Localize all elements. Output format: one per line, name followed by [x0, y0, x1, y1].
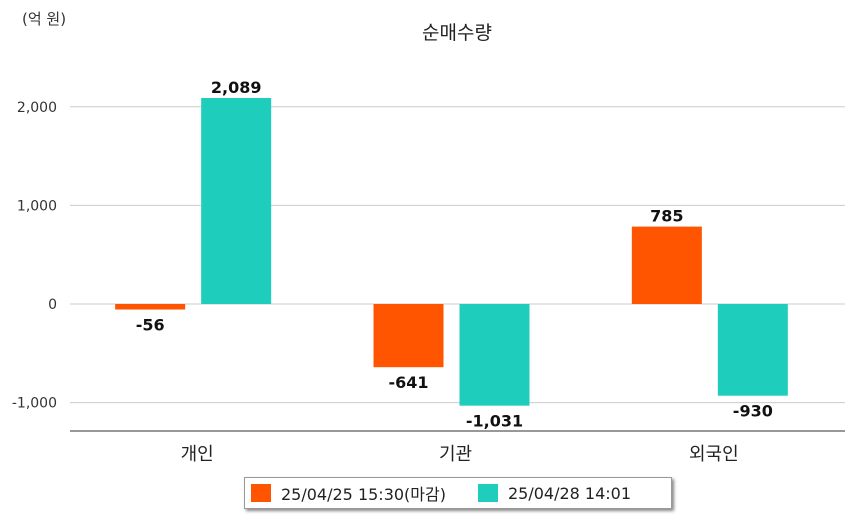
- legend-swatch-series-1: [251, 484, 271, 502]
- x-tick-label: 외국인: [689, 444, 739, 465]
- data-label: -930: [733, 402, 773, 421]
- bar: [373, 304, 444, 368]
- y-tick-label: 2,000: [17, 100, 57, 116]
- data-label: 785: [650, 207, 683, 226]
- legend-label-series-1: 25/04/25 15:30(마감): [281, 485, 446, 504]
- y-tick-label: 0: [48, 297, 57, 313]
- x-tick-label: 개인: [181, 444, 214, 465]
- legend-label-series-2: 25/04/28 14:01: [507, 483, 632, 503]
- legend-item-series-1[interactable]: 25/04/25 15:30(마감): [251, 481, 446, 505]
- bar: [631, 226, 702, 304]
- unit-label: (억 원): [22, 10, 67, 28]
- data-label: -1,031: [466, 412, 523, 431]
- data-label: -56: [136, 316, 165, 335]
- legend-item-series-2[interactable]: 25/04/28 14:01: [477, 483, 632, 503]
- bar-chart: 2,000 1,000 0 -1,000 개인 -56 2,089 기관 -641 -1,031 외…: [12, 78, 845, 465]
- bar: [459, 304, 530, 406]
- legend-swatch-series-2: [477, 484, 498, 502]
- data-label: -641: [388, 373, 428, 392]
- x-tick-label: 기관: [439, 444, 472, 465]
- bar: [201, 98, 272, 304]
- chart-title: 순매수량: [422, 22, 492, 44]
- data-label: 2,089: [211, 78, 262, 97]
- bar: [717, 304, 788, 396]
- y-tick-label: 1,000: [17, 198, 57, 214]
- bar: [115, 304, 186, 310]
- chart-legend: 25/04/25 15:30(마감) 25/04/28 14:01: [244, 477, 672, 509]
- y-tick-label: -1,000: [12, 396, 57, 412]
